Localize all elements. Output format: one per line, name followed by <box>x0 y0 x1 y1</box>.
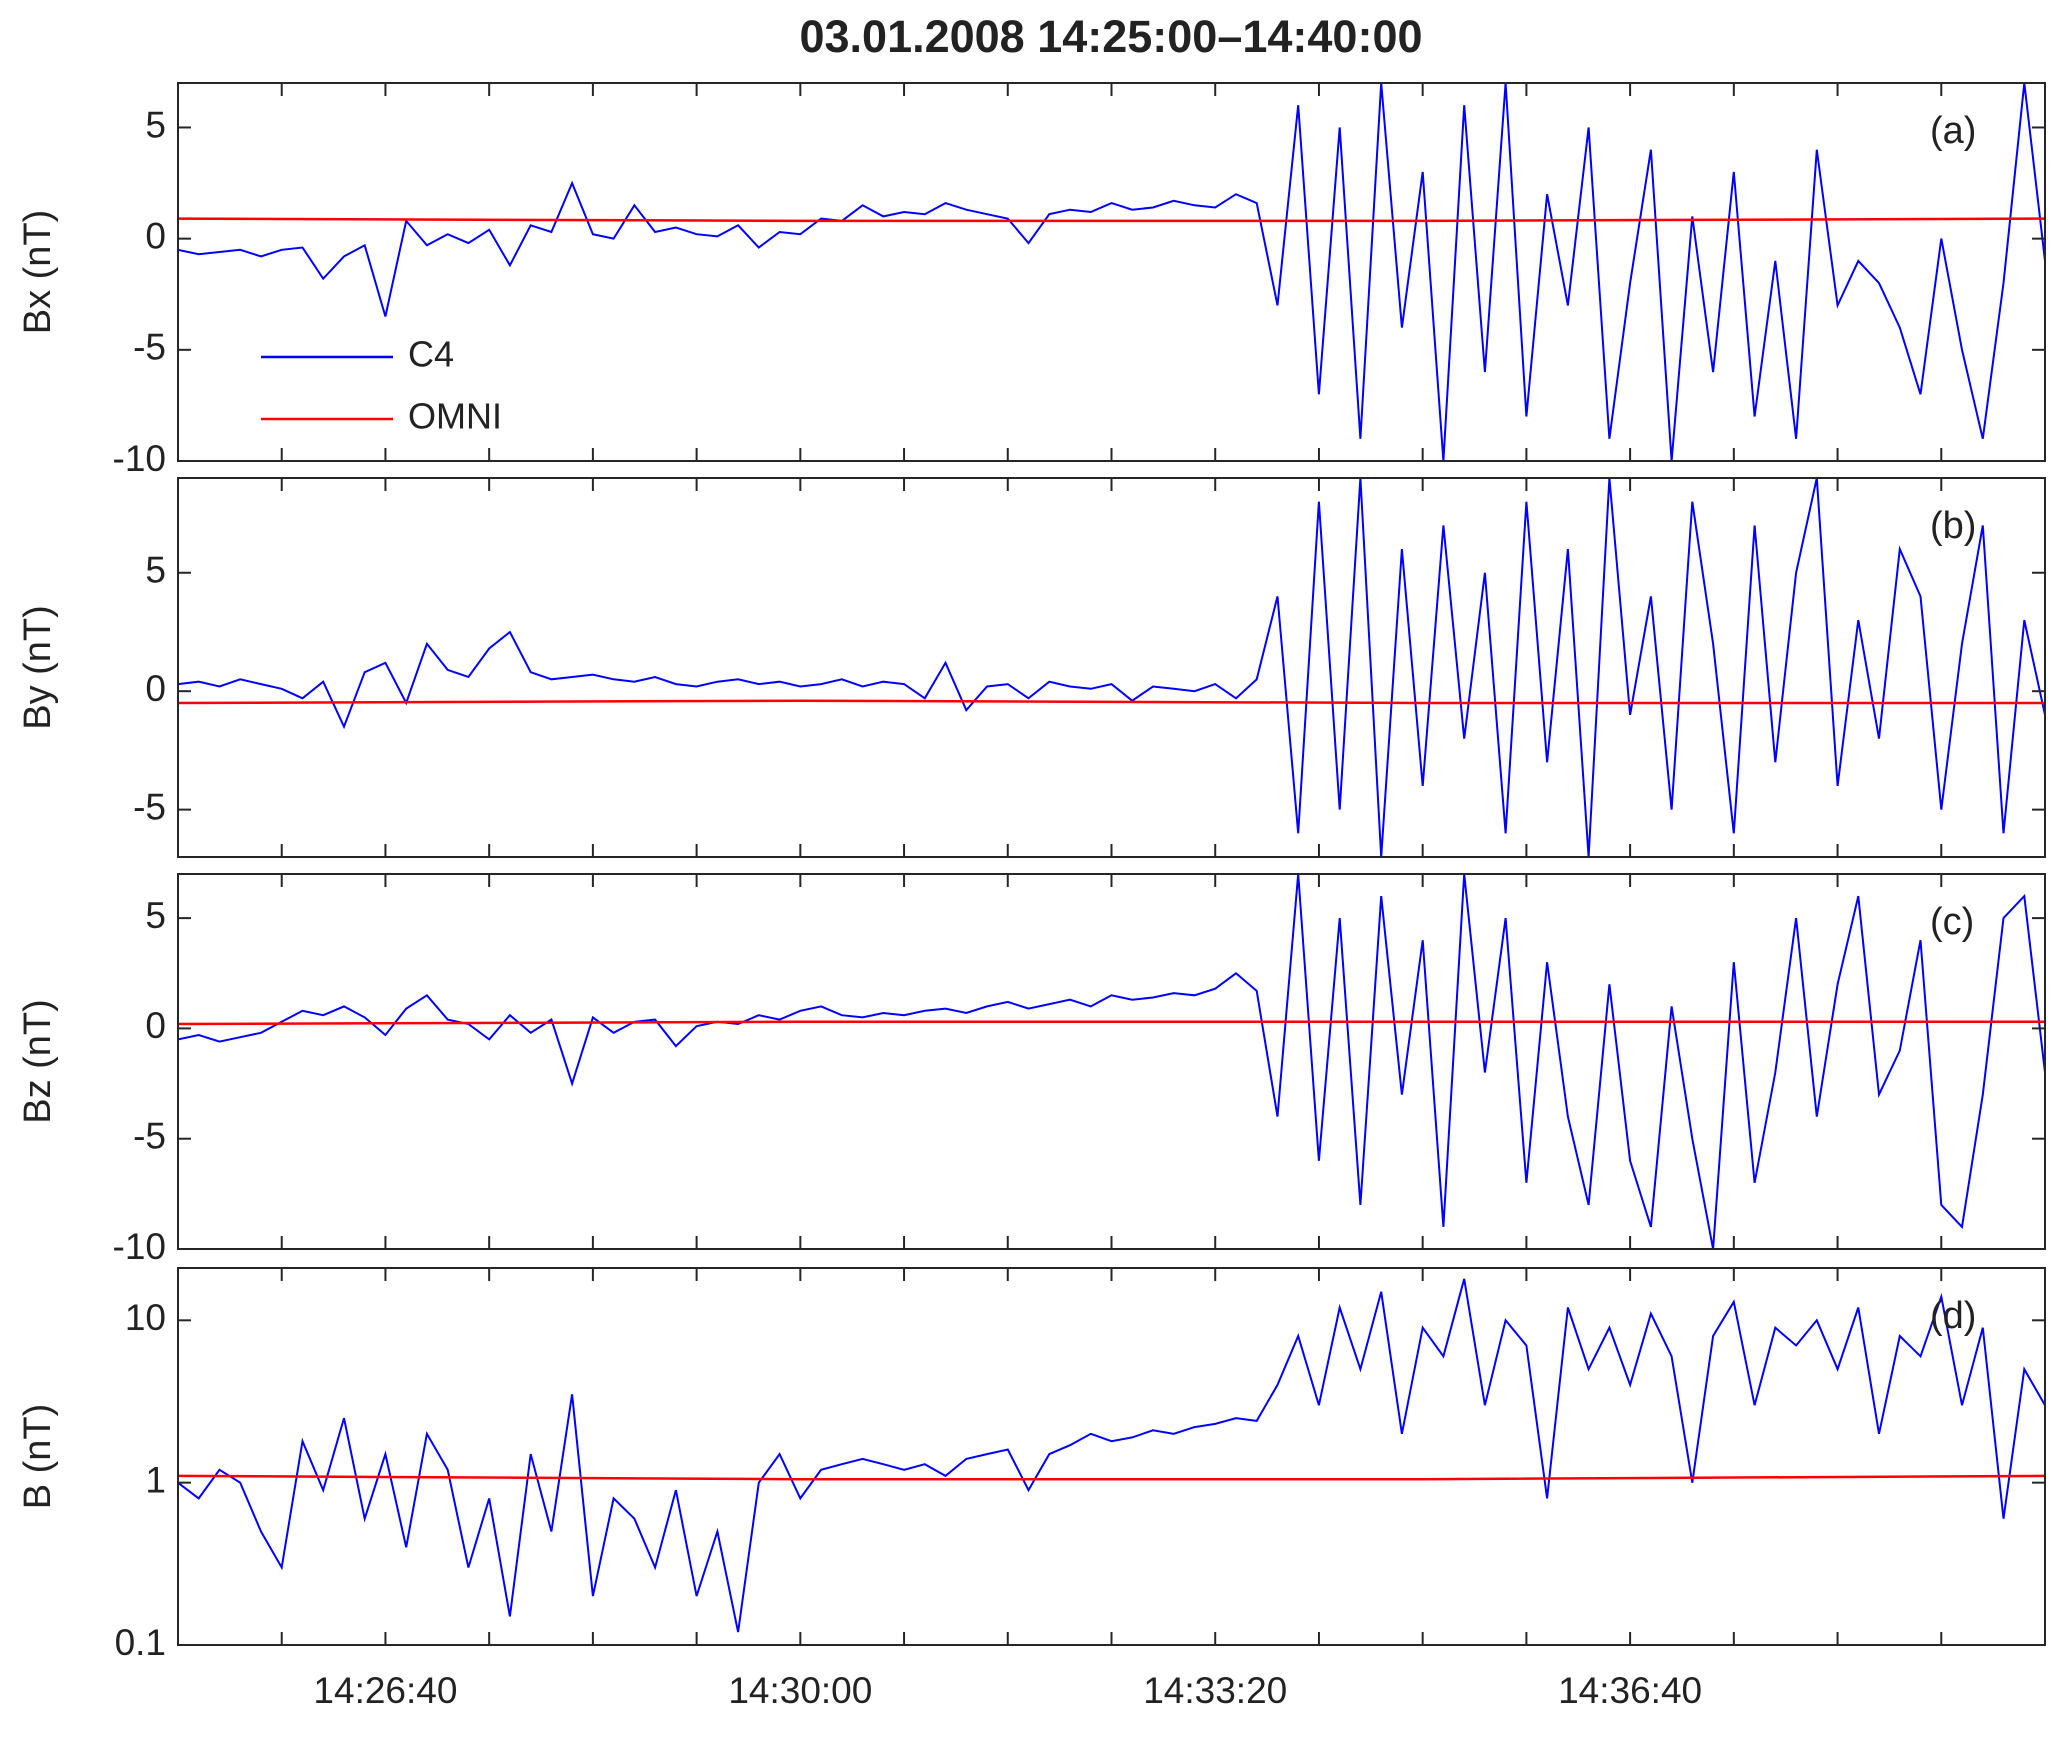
x-tick-label: 14:33:20 <box>1143 1670 1287 1711</box>
legend-label: OMNI <box>408 396 502 437</box>
y-axis-label: By (nT) <box>17 605 59 730</box>
y-tick-label: 1 <box>145 1459 166 1500</box>
data-line <box>178 1474 2045 1481</box>
y-axis-label: B (nT) <box>17 1404 59 1510</box>
data-line <box>178 478 2045 857</box>
axes-box <box>177 873 2046 1250</box>
x-tick-label: 14:30:00 <box>728 1670 872 1711</box>
y-tick-label: 10 <box>125 1297 166 1338</box>
data-line <box>178 699 2045 705</box>
panel-label: (d) <box>1930 1295 1976 1337</box>
y-tick-label: 5 <box>145 104 166 145</box>
y-tick-label: 0 <box>145 215 166 256</box>
panel-label: (a) <box>1930 110 1976 152</box>
y-tick-label: -10 <box>113 438 166 479</box>
y-axis-label: Bz (nT) <box>17 999 59 1124</box>
y-tick-label: 0.1 <box>115 1622 166 1663</box>
y-tick-label: 0 <box>145 668 166 709</box>
data-line <box>178 1278 2045 1633</box>
x-tick-label: 14:26:40 <box>313 1670 457 1711</box>
y-tick-label: -5 <box>133 1115 166 1156</box>
y-tick-label: 5 <box>145 550 166 591</box>
y-tick-label: -10 <box>113 1226 166 1267</box>
panel: 14:26:40 14:30:00 14:33:20 14:36:40 0.1 1 10 B … <box>17 1267 2046 1711</box>
panel: -5 0 5 By (nT) (b) <box>17 477 2046 858</box>
data-line <box>178 217 2045 223</box>
panel-label: (b) <box>1930 505 1976 547</box>
y-tick-label: 5 <box>145 895 166 936</box>
y-tick-label: 0 <box>145 1005 166 1046</box>
data-line <box>178 874 2045 1249</box>
panel-label: (c) <box>1930 901 1974 943</box>
panel: -10 -5 0 5 Bx (nT) (a) C4 OMNI <box>17 82 2046 479</box>
legend-label: C4 <box>408 334 454 375</box>
y-tick-label: -5 <box>133 786 166 827</box>
data-line <box>178 1020 2045 1026</box>
data-line <box>178 83 2045 461</box>
y-axis-label: Bx (nT) <box>17 210 59 335</box>
x-tick-label: 14:36:40 <box>1558 1670 1702 1711</box>
y-tick-label: -5 <box>133 327 166 368</box>
axes-box <box>177 1267 2046 1646</box>
panel: -10 -5 0 5 Bz (nT) (c) <box>17 873 2046 1267</box>
figure-title: 03.01.2008 14:25:00–14:40:00 <box>799 11 1422 62</box>
axes-box <box>177 477 2046 858</box>
